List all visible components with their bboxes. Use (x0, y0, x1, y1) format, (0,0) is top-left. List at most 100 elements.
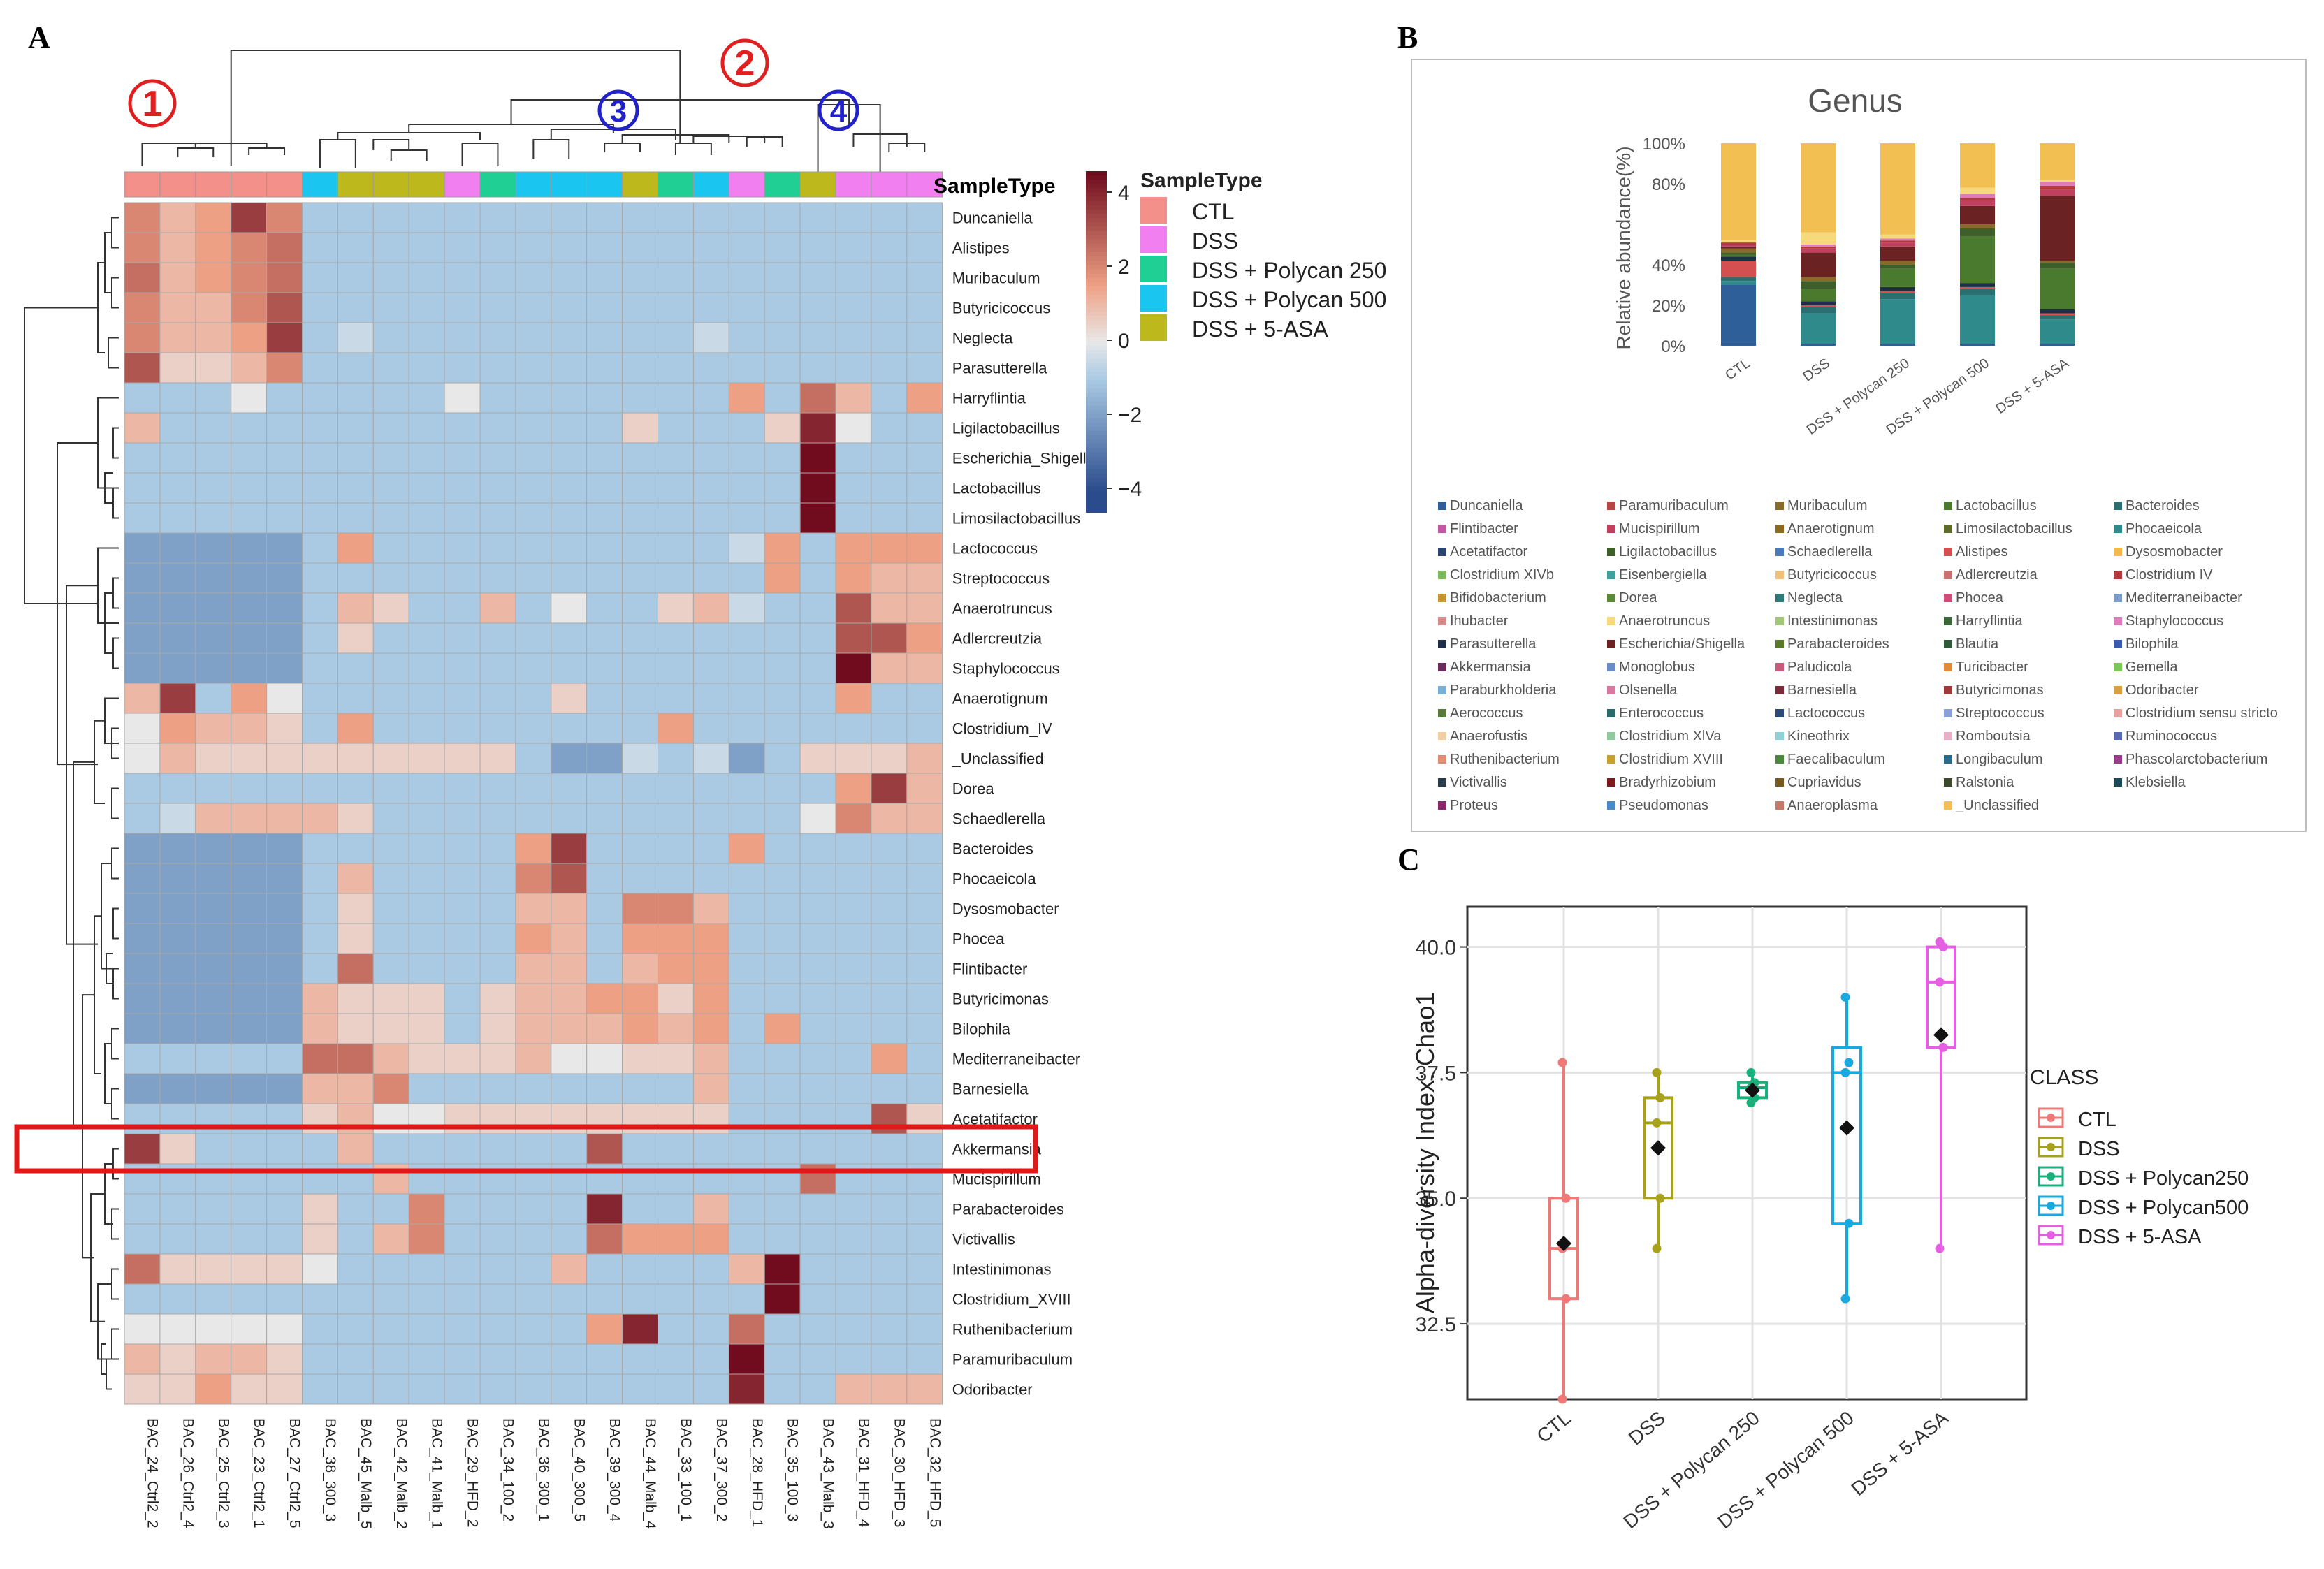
genus-legend-label-turicibacter: Turicibacter (1956, 659, 2028, 675)
stacked-bar-axis: 100% 80% 40% 20% 0% (1643, 135, 1685, 356)
box-mean-ctl (1556, 1235, 1571, 1251)
cell-unclassified-21 (835, 743, 872, 774)
cell-clostridium-iv-21 (835, 713, 872, 744)
cell-duncaniella-15 (622, 202, 658, 233)
cell-adlercreutzia-23 (906, 622, 943, 654)
cell-harryflintia-19 (764, 382, 801, 414)
cell-mediterraneibacter-18 (728, 1043, 765, 1074)
cell-victivallis-14 (586, 1223, 623, 1255)
color-scale-step-8 (1086, 200, 1107, 206)
genus-legend-swatch-phascolarctobacterium (2114, 755, 2122, 764)
cell-phocaeicola-5 (266, 863, 303, 894)
cell-dysosmobacter-15 (622, 893, 658, 924)
cell-ruthenibacterium-8 (372, 1313, 409, 1345)
genus-legend-label-flintibacter: Flintibacter (1450, 521, 1518, 537)
row-label-ruthenibacterium: Ruthenibacterium (952, 1321, 1073, 1338)
color-scale-step-46 (1086, 363, 1107, 368)
genus-legend-swatch-anaerotignum (1775, 525, 1784, 533)
cell-lactobacillus-2 (159, 472, 196, 504)
cell-dorea-22 (871, 773, 908, 804)
cell-victivallis-12 (515, 1223, 552, 1255)
cell-ruthenibacterium-1 (124, 1313, 161, 1345)
cell-odoribacter-14 (586, 1373, 623, 1405)
genus-legend-swatch-phocaeicola (2114, 525, 2122, 533)
cell-mucispirillum-15 (622, 1163, 658, 1195)
cell-ligilactobacillus-17 (692, 412, 729, 444)
cell-ruthenibacterium-18 (728, 1313, 765, 1345)
cell-paramuribaculum-8 (372, 1343, 409, 1375)
cell-paramuribaculum-7 (337, 1343, 374, 1375)
cell-neglecta-5 (266, 322, 303, 353)
cell-ruthenibacterium-19 (764, 1313, 801, 1345)
color-scale-step-20 (1086, 251, 1107, 257)
row-dendrogram-link-18 (111, 847, 119, 880)
cell-akkermansia-13 (551, 1133, 588, 1165)
cell-mucispirillum-14 (586, 1163, 623, 1195)
cell-acetatifactor-10 (444, 1103, 481, 1134)
genus-legend-swatch-clostridium-iv (2114, 571, 2122, 579)
cell-intestinimonas-7 (337, 1253, 374, 1285)
cell-muribaculum-20 (799, 262, 836, 293)
cell-duncaniella-7 (337, 202, 374, 233)
box-point-ctl-4 (1561, 1193, 1571, 1203)
stacked-bar-dss-polycan-250-clostridium-iv (1880, 240, 1915, 243)
cell-parasutterella-7 (337, 352, 374, 384)
cell-staphylococcus-9 (408, 652, 445, 684)
color-scale-step-38 (1086, 328, 1107, 334)
box-point-dss-polycan500-2 (1844, 1218, 1854, 1228)
cell-mediterraneibacter-10 (444, 1043, 481, 1074)
cell-paramuribaculum-17 (692, 1343, 729, 1375)
cell-victivallis-1 (124, 1223, 161, 1255)
column-label-bac-28-hfd-1: BAC_28_HFD_1 (749, 1418, 765, 1527)
cell-mediterraneibacter-7 (337, 1043, 374, 1074)
cell-unclassified-16 (658, 743, 694, 774)
color-scale-step-19 (1086, 247, 1107, 253)
cell-ruthenibacterium-4 (231, 1313, 268, 1345)
cell-anaerotignum-15 (622, 683, 658, 714)
genus-legend-swatch-anaerotruncus (1607, 617, 1615, 625)
stacked-bar-dss-polycan-250-ligilactobacillus (1880, 265, 1915, 269)
cell-phocaeicola-12 (515, 863, 552, 894)
cell-duncaniella-16 (658, 202, 694, 233)
stacked-bar-dss-phocaeicola (1801, 313, 1836, 344)
class-legend-label-dss-polycan250: DSS + Polycan250 (2078, 1167, 2249, 1190)
cell-harryflintia-4 (231, 382, 268, 414)
cell-mucispirillum-8 (372, 1163, 409, 1195)
cell-bacteroides-10 (444, 833, 481, 864)
cell-ruthenibacterium-5 (266, 1313, 303, 1345)
genus-legend-swatch-clostridium-xviii (1607, 755, 1615, 764)
cell-akkermansia-17 (692, 1133, 729, 1165)
cell-butyricimonas-14 (586, 983, 623, 1014)
row-dendrogram-link-10 (112, 577, 119, 609)
cell-schaedlerella-5 (266, 803, 303, 834)
cell-muribaculum-8 (372, 262, 409, 293)
box-dss-5-asa (1926, 937, 1956, 1253)
cell-anaerotignum-20 (799, 683, 836, 714)
stacked-bar-dss-polycan-500-unclassified (1960, 143, 1995, 188)
cell-adlercreutzia-8 (372, 622, 409, 654)
sample-type-bac-25-ctrl2-3 (195, 171, 232, 198)
cell-butyricicoccus-16 (658, 292, 694, 323)
cell-victivallis-17 (692, 1223, 729, 1255)
cell-odoribacter-15 (622, 1373, 658, 1405)
cell-ruthenibacterium-6 (302, 1313, 338, 1345)
sample-type-bac-37-300-2 (692, 171, 729, 198)
cell-harryflintia-10 (444, 382, 481, 414)
genus-legend-swatch-gemella (2114, 663, 2122, 671)
cell-acetatifactor-16 (658, 1103, 694, 1134)
sample-type-legend-label-dss-polycan-500: DSS + Polycan 500 (1192, 287, 1386, 312)
stacked-bar-dss-polycan-250-bacteroides (1880, 293, 1915, 300)
cell-parasutterella-9 (408, 352, 445, 384)
genus-legend-label-ralstonia: Ralstonia (1956, 775, 2014, 790)
stacked-bar-dss-polycan-250-staphylococcus (1880, 238, 1915, 241)
cell-alistipes-2 (159, 232, 196, 263)
cluster-marker-2-circle (720, 38, 769, 87)
genus-legend-swatch-parabacteroides (1775, 640, 1784, 648)
cell-muribaculum-17 (692, 262, 729, 293)
column-dendrogram-link-12 (674, 143, 712, 155)
row-label-butyricicoccus: Butyricicoccus (952, 300, 1051, 317)
cell-lactococcus-11 (479, 532, 516, 564)
cell-dorea-12 (515, 773, 552, 804)
cell-lactobacillus-23 (906, 472, 943, 504)
column-label-bac-33-100-1: BAC_33_100_1 (678, 1418, 694, 1521)
